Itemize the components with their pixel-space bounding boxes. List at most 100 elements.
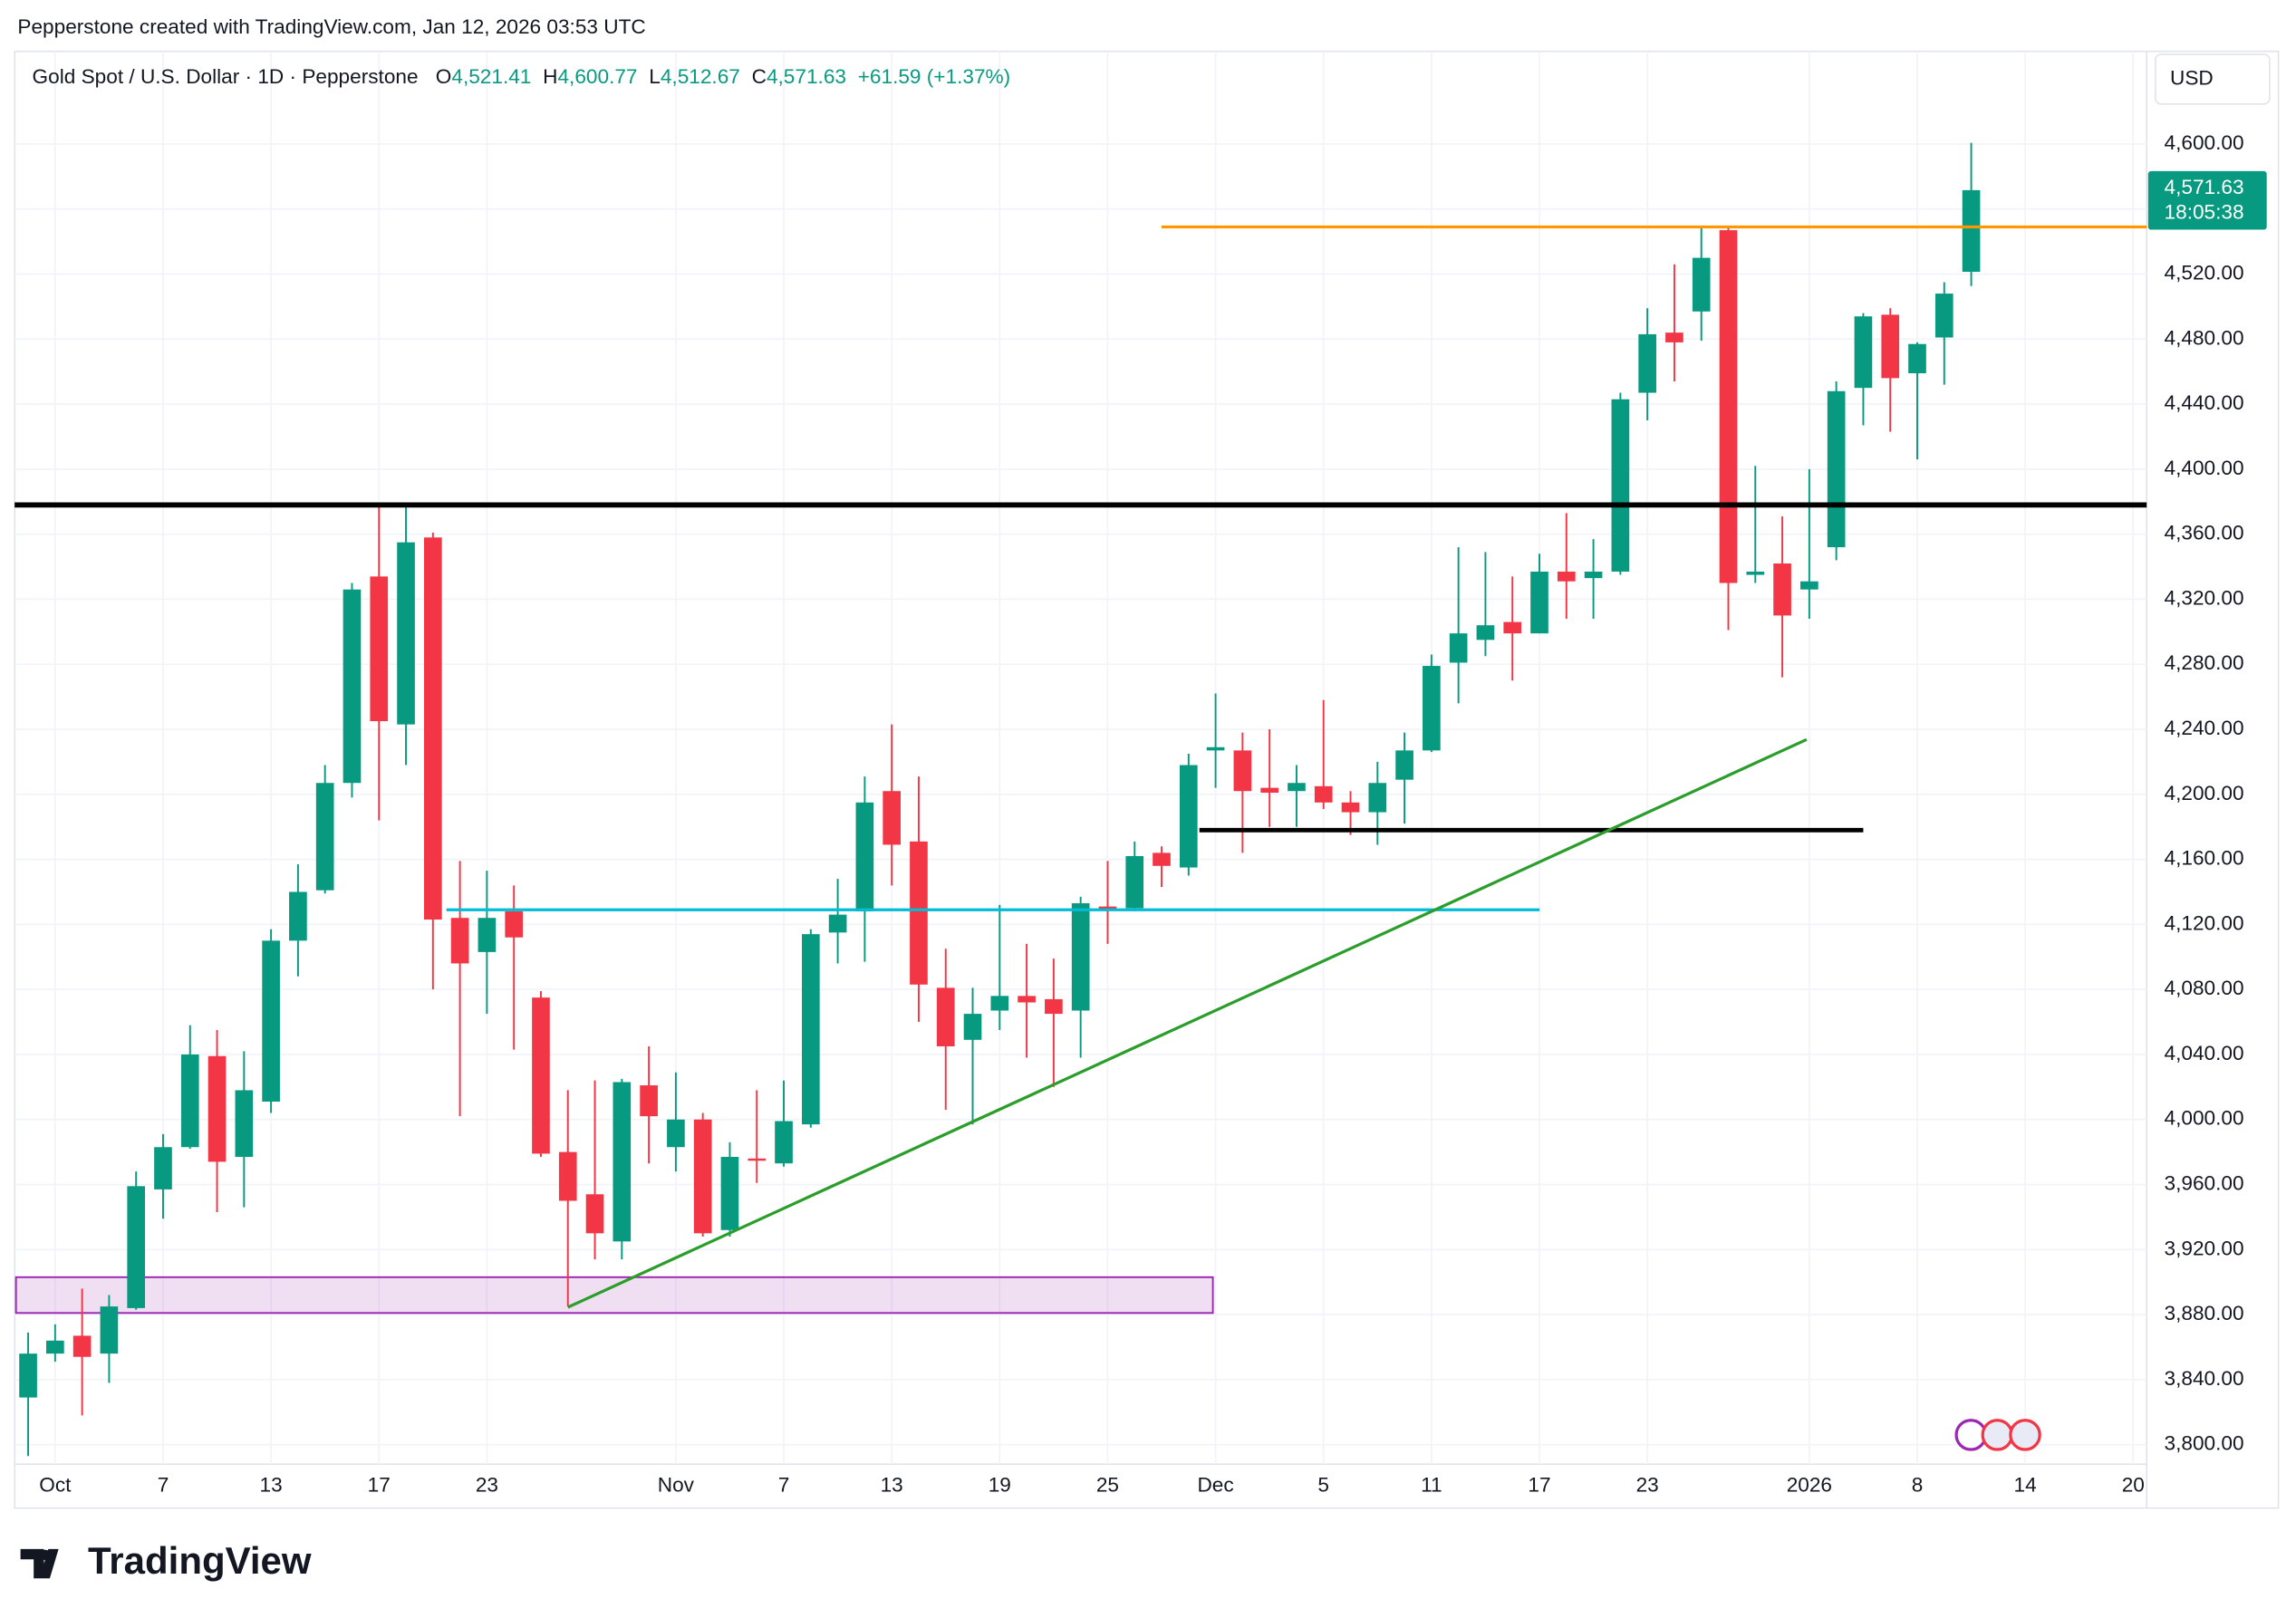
x-tick-label: 11 — [1421, 1473, 1442, 1496]
axis-layer: 3,800.00 3,840.00 3,880.00 3,920.00 3,960.00… — [39, 131, 2267, 1496]
y-tick-label: 3,800.00 — [2165, 1432, 2244, 1455]
candle-body — [478, 918, 497, 952]
x-tick-label: 13 — [260, 1473, 283, 1496]
candle-body — [1692, 257, 1711, 312]
candle-body — [1746, 571, 1765, 575]
candle-body — [1179, 765, 1198, 868]
last-price-box — [2147, 170, 2267, 230]
candle-body — [235, 1090, 254, 1158]
y-tick-label: 3,920.00 — [2165, 1237, 2244, 1259]
last-price-label: 4,571.63 — [2165, 176, 2244, 198]
event-icon[interactable] — [2009, 1419, 2041, 1451]
candle-body — [72, 1335, 92, 1357]
event-icon[interactable] — [1981, 1419, 2014, 1451]
candle-body — [342, 589, 362, 784]
y-tick-label: 4,600.00 — [2165, 131, 2244, 154]
y-tick-label: 4,000.00 — [2165, 1107, 2244, 1130]
x-tick-label: Nov — [658, 1473, 695, 1496]
candle-body — [505, 911, 524, 938]
x-tick-label: 19 — [989, 1473, 1011, 1496]
candle-body — [1908, 343, 1926, 374]
x-tick-label: 20 — [2122, 1473, 2145, 1496]
candle-body — [1341, 802, 1360, 813]
candle-body — [1719, 230, 1738, 583]
candle-body — [1611, 399, 1630, 572]
logo: TradingView — [20, 1539, 312, 1582]
x-tick-label: 23 — [476, 1473, 498, 1496]
y-tick-label: 4,280.00 — [2165, 651, 2244, 674]
candle-body — [1018, 996, 1036, 1003]
x-tick-label: 2026 — [1787, 1473, 1832, 1496]
y-tick-label: 4,160.00 — [2165, 847, 2244, 870]
candle-body — [1962, 189, 1981, 273]
x-tick-label: 17 — [368, 1473, 391, 1496]
annotation-layer — [14, 225, 2147, 1309]
event-icons — [1954, 1419, 2041, 1451]
candle-body — [1288, 783, 1306, 792]
candle-body — [1233, 750, 1252, 792]
candle-body — [1125, 856, 1144, 909]
ohlc-value: 4,600.77 — [557, 65, 637, 88]
candle-body — [936, 987, 955, 1046]
ohlc-value: 4,571.63 — [767, 65, 846, 88]
ohlc-header: Gold Spot / U.S. Dollar · 1D · Peppersto… — [33, 65, 1011, 88]
candle-body — [990, 996, 1009, 1011]
candle-body — [1395, 750, 1413, 780]
candle-body — [207, 1055, 227, 1162]
ohlc-value: 4,521.41 — [451, 65, 531, 88]
candle-body — [1557, 571, 1576, 582]
candle-body — [585, 1194, 604, 1234]
x-tick-label: 14 — [2014, 1473, 2037, 1496]
candle-body — [397, 542, 415, 725]
y-tick-label: 4,200.00 — [2165, 782, 2244, 804]
candle-body — [720, 1157, 739, 1230]
candle-body — [1449, 633, 1468, 663]
candle-body — [1476, 625, 1495, 640]
ohlc-label: O — [436, 65, 452, 88]
currency[interactable]: USD — [2170, 66, 2214, 89]
candle-layer — [19, 142, 1981, 1457]
candle-body — [1071, 903, 1090, 1011]
candle-body — [1098, 906, 1117, 910]
chart-frame — [14, 50, 2280, 1509]
y-tick-label: 4,320.00 — [2165, 586, 2244, 609]
currency-box[interactable] — [2155, 53, 2271, 105]
candle-body — [1665, 332, 1683, 342]
logo-text: TradingView — [88, 1539, 312, 1582]
candle-body — [1934, 294, 1954, 338]
candle-body — [154, 1147, 172, 1189]
logo-icon — [40, 1549, 51, 1561]
candle-body — [667, 1119, 685, 1148]
credit: Pepperstone created with TradingView.com… — [17, 15, 645, 38]
candle-body — [450, 918, 469, 964]
x-tick-label: 17 — [1528, 1473, 1550, 1496]
candle-body — [127, 1186, 146, 1308]
candle-body — [1503, 621, 1522, 634]
ohlc-change: +61.59 (+1.37%) — [858, 65, 1010, 88]
candle-body — [1423, 666, 1441, 751]
candle-body — [289, 891, 307, 941]
candle-body — [1800, 581, 1818, 590]
candle-body — [315, 783, 334, 891]
y-tick-label: 4,240.00 — [2165, 717, 2244, 739]
y-tick-label: 4,520.00 — [2165, 262, 2244, 284]
zone — [14, 1276, 1214, 1315]
candle-body — [262, 940, 280, 1102]
candle-body — [100, 1306, 119, 1354]
candle-body — [1638, 333, 1656, 393]
ohlc-value: 4,512.67 — [661, 65, 740, 88]
y-tick-label: 4,360.00 — [2165, 522, 2244, 544]
symbol-title: Gold Spot / U.S. Dollar · 1D · Peppersto… — [33, 65, 419, 88]
candle-body — [1827, 390, 1846, 548]
candle-body — [1260, 787, 1278, 794]
x-tick-label: 8 — [1912, 1473, 1924, 1496]
y-tick-label: 4,080.00 — [2165, 977, 2244, 999]
y-tick-label: 3,960.00 — [2165, 1171, 2244, 1194]
candle-body — [1854, 316, 1873, 389]
trendline — [567, 737, 1808, 1309]
candle-body — [180, 1054, 199, 1148]
candle-body — [370, 576, 389, 722]
candle-body — [1314, 785, 1333, 803]
